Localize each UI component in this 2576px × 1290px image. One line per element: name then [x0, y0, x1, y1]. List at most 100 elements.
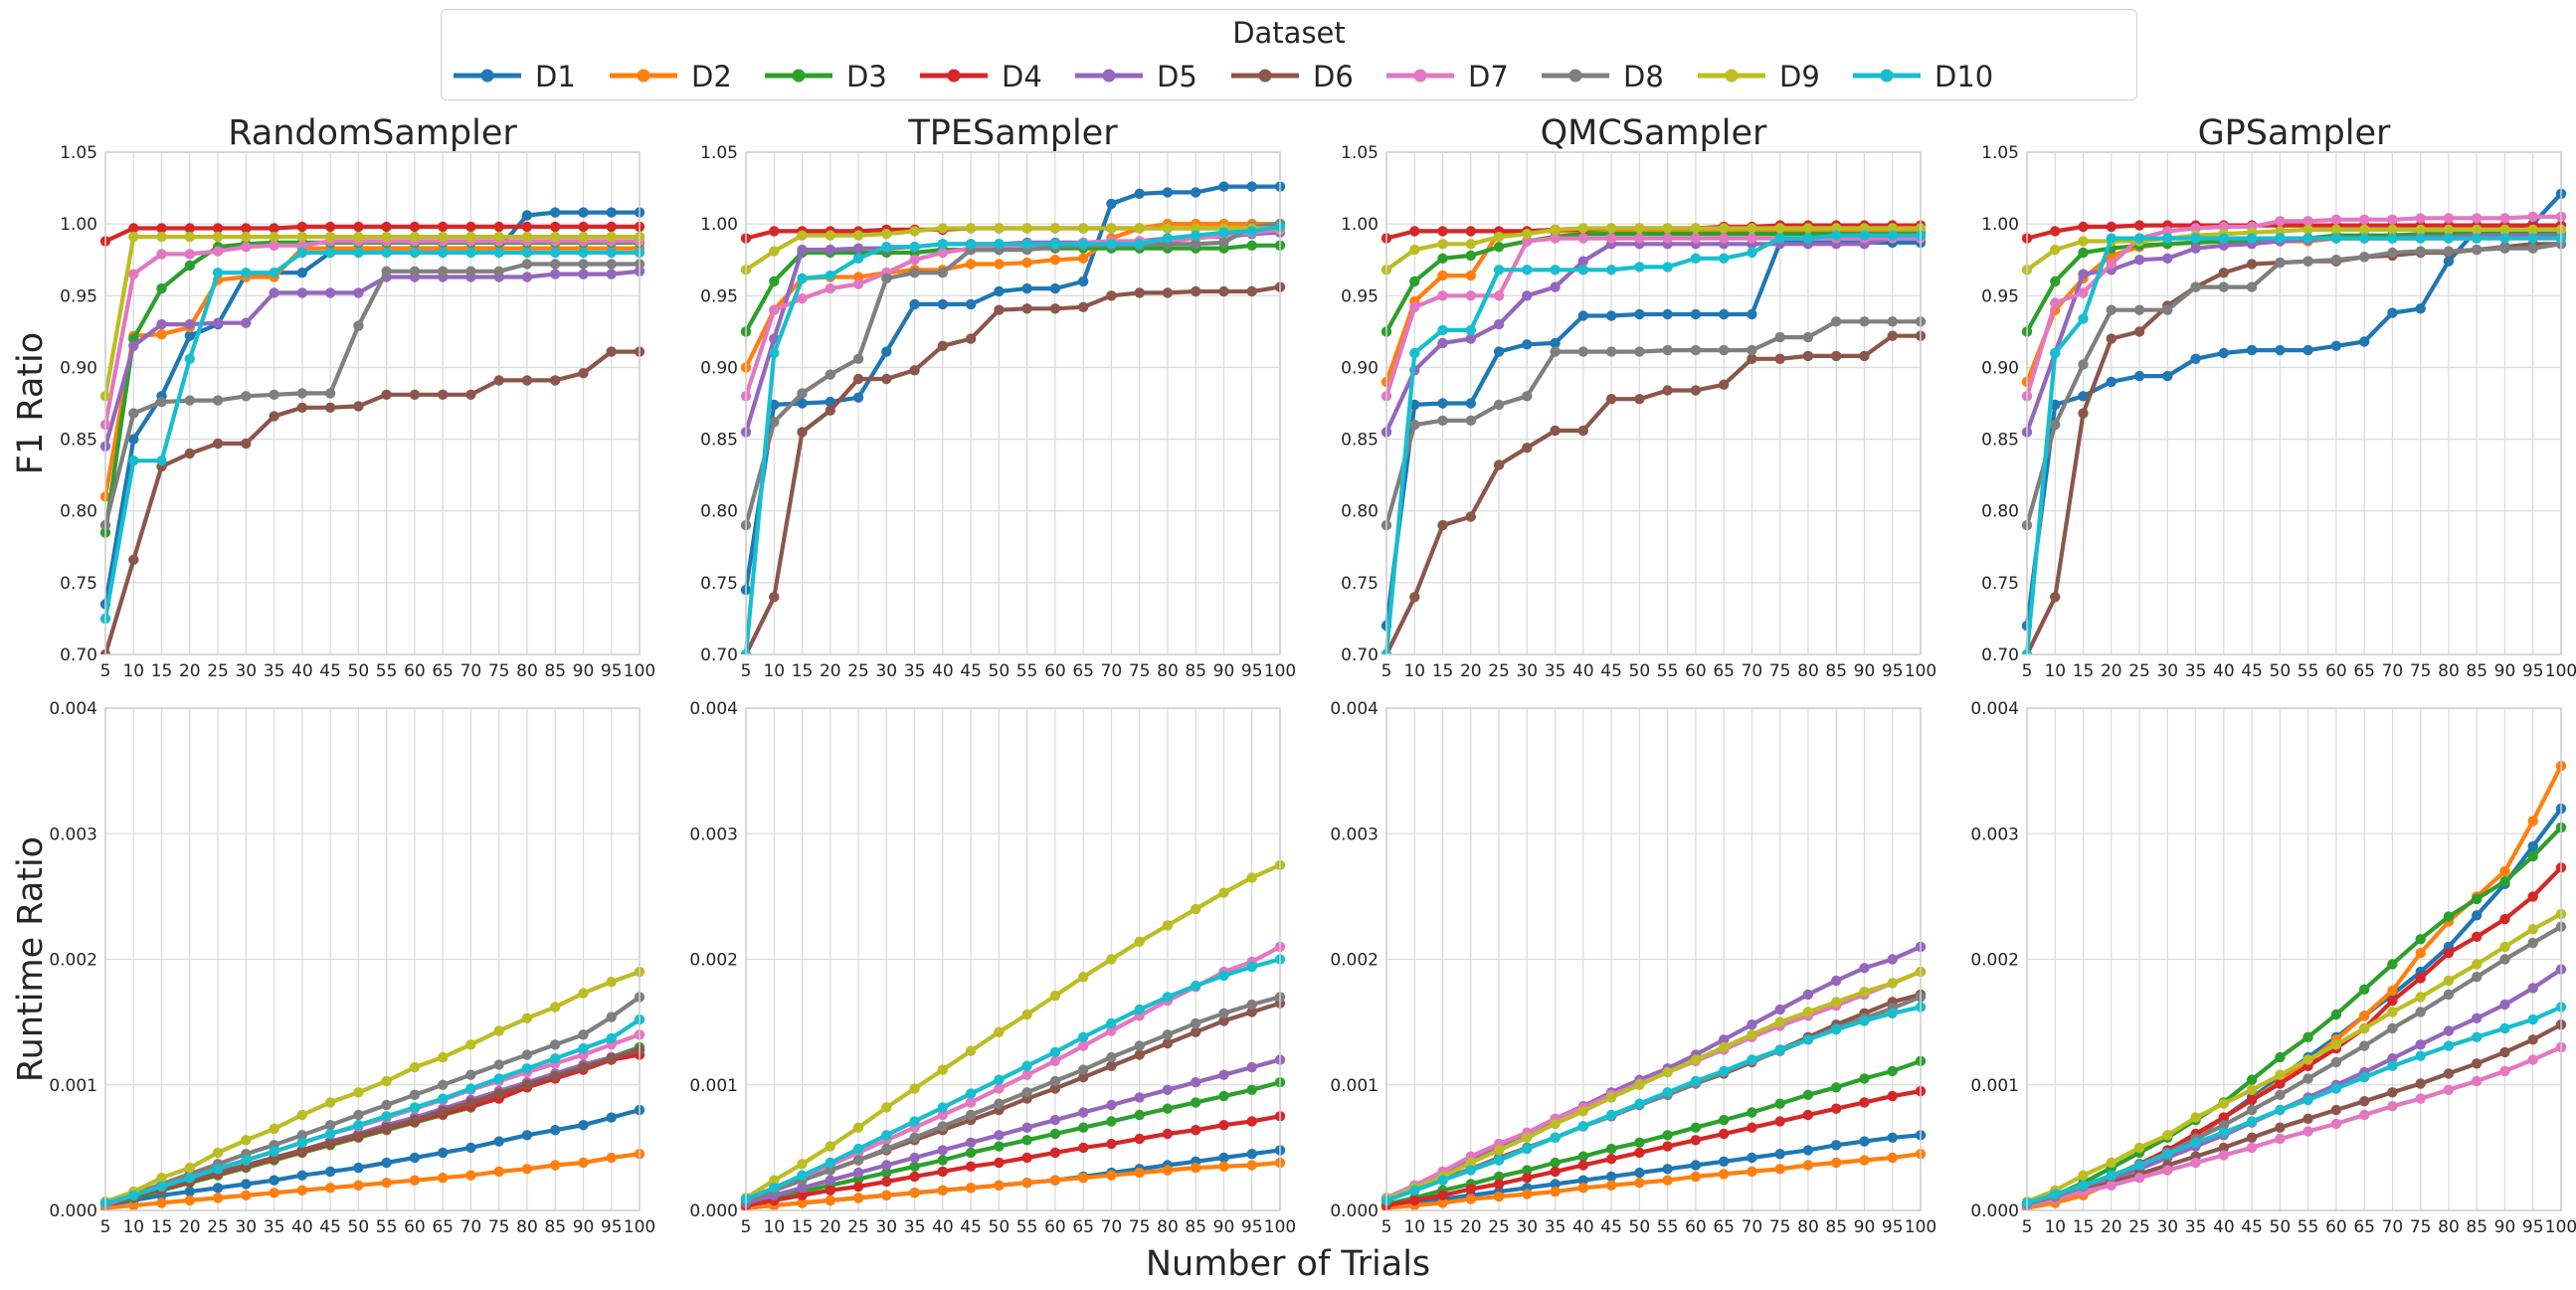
data-point-d1 [128, 434, 139, 445]
x-tick-label: 20 [1460, 661, 1482, 681]
data-point-d1 [881, 346, 892, 357]
x-tick-label: 10 [122, 1217, 144, 1237]
data-point-d8 [578, 1029, 589, 1040]
x-tick-label: 95 [1241, 661, 1263, 681]
y-tick-label: 0.003 [1330, 825, 1379, 844]
data-point-d9 [1605, 223, 1617, 234]
data-point-d7 [296, 240, 307, 251]
legend-label: D1 [535, 60, 576, 93]
data-point-d10 [1409, 1185, 1420, 1197]
data-point-d9 [2275, 1069, 2286, 1080]
data-point-d5 [296, 287, 307, 298]
data-point-d1 [909, 298, 920, 310]
data-point-d6 [1859, 350, 1870, 362]
data-point-d8 [1106, 1051, 1117, 1063]
data-point-d8 [1831, 316, 1842, 327]
data-point-d6 [409, 1114, 421, 1126]
data-point-d6 [381, 1122, 392, 1133]
data-point-d10 [769, 347, 780, 359]
x-tick-label: 60 [404, 661, 426, 681]
data-point-d1 [1802, 1145, 1814, 1156]
data-point-d1 [212, 1183, 224, 1194]
data-point-d2 [1634, 1178, 1645, 1189]
data-point-d5 [2133, 255, 2145, 266]
data-point-d6 [2218, 1142, 2229, 1154]
panel-title: QMCSampler [1541, 113, 1767, 153]
y-tick-label: 0.80 [1341, 502, 1379, 522]
y-tick-label: 0.000 [1330, 1201, 1379, 1221]
data-point-d8 [1465, 415, 1477, 426]
data-point-d10 [1774, 233, 1785, 244]
data-point-d6 [1078, 1072, 1089, 1083]
legend-title: Dataset [1232, 16, 1346, 50]
y-tick-label: 0.85 [1981, 431, 2019, 451]
data-point-d10 [1465, 1165, 1477, 1176]
data-point-d9 [2387, 224, 2398, 236]
data-point-d8 [2499, 954, 2510, 965]
data-point-d4 [994, 1157, 1005, 1169]
x-tick-label: 15 [792, 661, 814, 681]
data-point-d4 [2133, 220, 2145, 231]
y-tick-label: 0.000 [49, 1201, 97, 1221]
data-point-d10 [409, 1102, 421, 1113]
data-point-d7 [2106, 259, 2116, 270]
data-point-d8 [184, 395, 195, 406]
y-tick-label: 0.75 [60, 574, 97, 594]
data-point-d8 [2527, 937, 2538, 949]
data-point-d5 [128, 340, 139, 351]
data-point-d9 [438, 231, 449, 243]
data-point-d2 [578, 1157, 589, 1169]
x-tick-label: 50 [1629, 661, 1651, 681]
data-point-d8 [2246, 1104, 2258, 1116]
data-point-d1 [1662, 308, 1673, 320]
data-point-d5 [550, 269, 561, 279]
x-tick-label: 5 [2022, 661, 2033, 681]
data-point-d6 [909, 365, 920, 376]
data-point-d10 [2078, 1180, 2089, 1192]
data-point-d1 [2443, 256, 2455, 267]
data-point-d7 [2359, 1109, 2370, 1121]
data-point-d9 [241, 231, 252, 243]
data-point-d10 [184, 1173, 195, 1184]
x-tick-label: 10 [2044, 661, 2066, 681]
data-point-d4 [1134, 1133, 1145, 1145]
data-point-d9 [550, 1002, 561, 1013]
data-point-d3 [2275, 1051, 2286, 1063]
data-point-d4 [2499, 913, 2510, 925]
data-point-d7 [2499, 213, 2510, 224]
x-tick-label: 85 [2466, 1217, 2487, 1237]
data-point-d6 [2218, 268, 2229, 278]
data-point-d10 [1605, 1109, 1617, 1121]
data-point-d7 [1021, 1069, 1032, 1080]
data-point-d8 [1409, 419, 1420, 431]
data-point-d9 [493, 1025, 504, 1036]
legend-swatch [1853, 69, 1921, 83]
data-point-d8 [1078, 1064, 1089, 1075]
data-point-d4 [1465, 226, 1477, 237]
data-point-d9 [1550, 224, 1561, 236]
data-point-d1 [1634, 308, 1645, 320]
data-point-d8 [994, 1098, 1005, 1109]
x-tick-label: 100 [624, 661, 655, 681]
data-point-d1 [296, 1170, 307, 1181]
data-point-d2 [212, 1193, 224, 1203]
data-point-d5 [353, 287, 364, 298]
data-point-d6 [1246, 285, 1257, 297]
x-tick-label: 5 [1381, 1217, 1392, 1237]
data-point-d4 [1078, 1142, 1089, 1154]
data-point-d9 [212, 231, 224, 243]
data-point-d5 [909, 1152, 920, 1164]
data-point-d10 [296, 247, 307, 259]
x-tick-label: 35 [2185, 661, 2207, 681]
data-point-d10 [1522, 265, 1533, 276]
x-tick-label: 45 [1600, 1217, 1622, 1237]
data-point-d4 [1437, 226, 1448, 237]
data-point-d9 [1493, 231, 1505, 243]
data-point-d10 [797, 1170, 808, 1181]
data-point-d6 [2443, 1068, 2455, 1079]
data-point-d7 [1522, 236, 1533, 247]
data-point-d7 [156, 249, 167, 260]
x-tick-label: 70 [460, 661, 482, 681]
data-point-d9 [353, 1087, 364, 1098]
data-point-d8 [1437, 415, 1448, 426]
